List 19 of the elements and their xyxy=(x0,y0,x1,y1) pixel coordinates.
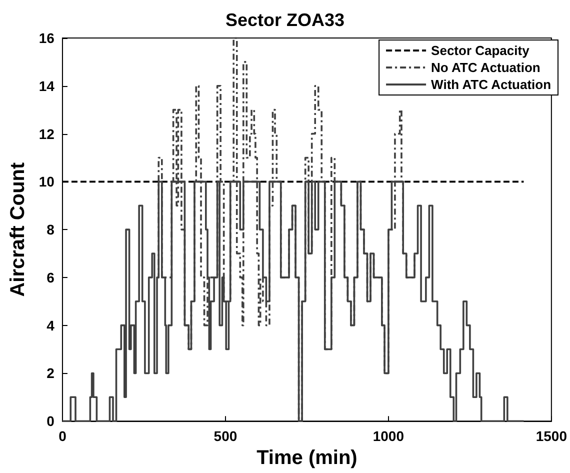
y-tick-label: 4 xyxy=(46,317,55,334)
y-axis-title: Aircraft Count xyxy=(7,162,29,297)
y-tick-label: 2 xyxy=(46,365,55,382)
y-tick-label: 6 xyxy=(46,269,55,286)
x-axis-title: Time (min) xyxy=(256,447,358,469)
legend-label: No ATC Actuation xyxy=(431,60,540,75)
y-tick-label: 0 xyxy=(46,413,55,430)
y-tick-label: 16 xyxy=(38,30,55,46)
legend-label: Sector Capacity xyxy=(431,43,530,58)
y-tick-label: 12 xyxy=(38,126,55,142)
y-tick-label: 8 xyxy=(46,222,55,238)
x-tick-label: 1000 xyxy=(372,428,404,444)
x-tick-label: 1500 xyxy=(536,428,568,444)
x-tick-label: 500 xyxy=(214,428,238,444)
x-tick-label: 0 xyxy=(58,428,67,444)
y-tick-label: 10 xyxy=(38,174,55,190)
chart-title: Sector ZOA33 xyxy=(225,10,345,30)
legend-label: With ATC Actuation xyxy=(431,77,552,92)
y-tick-label: 14 xyxy=(38,78,55,94)
